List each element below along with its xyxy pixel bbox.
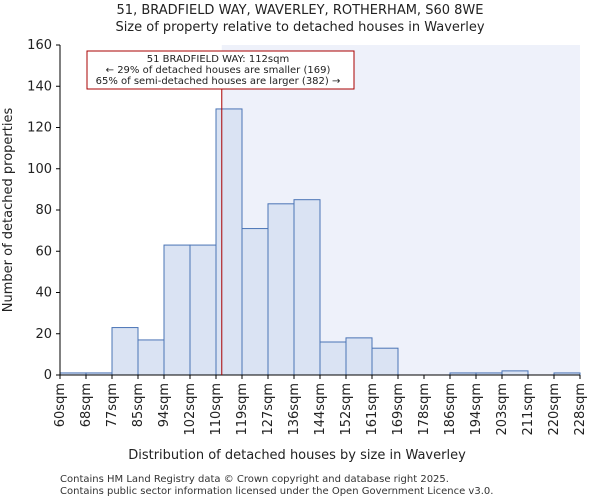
x-tick-label-203sqm: 203sqm [495,383,510,436]
x-tick-label-228sqm: 228sqm [573,383,588,436]
bars-layer [59,108,581,376]
chart-subtitle: Size of property relative to detached ho… [115,20,484,35]
bar-152sqm [345,337,373,376]
bar-110sqm [215,108,243,376]
x-tick-label-60sqm: 60sqm [53,383,68,427]
x-tick-label-136sqm: 136sqm [287,383,302,436]
annotation-line-2: ← 29% of detached houses are smaller (16… [106,65,331,76]
x-tick-label-194sqm: 194sqm [469,383,484,436]
bar-102sqm [189,244,217,376]
annotation-box: 51 BRADFIELD WAY: 112sqm ← 29% of detach… [86,50,355,90]
bar-127sqm [267,203,295,376]
x-tick-label-152sqm: 152sqm [339,383,354,436]
y-tick-label-40: 40 [35,286,52,301]
footer-line-1: Contains HM Land Registry data © Crown c… [60,474,449,485]
y-tick-label-20: 20 [35,327,52,342]
chart-title: 51, BRADFIELD WAY, WAVERLEY, ROTHERHAM, … [117,3,484,18]
x-tick-label-110sqm: 110sqm [209,383,224,436]
y-axis-label: Number of detached properties [1,108,16,313]
y-tick-label-160: 160 [27,38,52,53]
bar-119sqm [241,228,269,376]
bar-161sqm [371,347,399,376]
bar-144sqm [319,341,347,376]
y-tick-label-80: 80 [35,203,52,218]
x-tick-label-68sqm: 68sqm [79,383,94,427]
x-tick-label-77sqm: 77sqm [105,383,120,427]
y-tick-label-0: 0 [44,368,52,383]
annotation-line-1: 51 BRADFIELD WAY: 112sqm [147,54,289,65]
x-tick-label-178sqm: 178sqm [417,383,432,436]
y-tick-label-140: 140 [27,79,52,94]
x-tick-label-169sqm: 169sqm [391,383,406,436]
x-tick-label-161sqm: 161sqm [365,383,380,436]
x-tick-label-211sqm: 211sqm [521,383,536,436]
bar-136sqm [293,199,321,376]
footer-line-2: Contains public sector information licen… [60,486,493,497]
y-tick-label-60: 60 [35,244,52,259]
x-tick-label-85sqm: 85sqm [131,383,146,427]
x-tick-label-186sqm: 186sqm [443,383,458,436]
bar-77sqm [111,327,139,376]
x-tick-label-144sqm: 144sqm [313,383,328,436]
annotation-border [86,50,355,90]
bar-203sqm [501,370,529,376]
x-tick-label-94sqm: 94sqm [157,383,172,427]
annotation-line-3: 65% of semi-detached houses are larger (… [96,76,341,87]
x-ticks: 60sqm 68sqm 77sqm 85sqm 94sqm 102sqm 110sqm 119… [53,375,588,436]
y-tick-label-100: 100 [27,162,52,177]
y-ticks: 0 20 40 60 80 100 120 140 160 [27,38,60,383]
bar-94sqm [163,244,191,376]
x-tick-label-102sqm: 102sqm [183,383,198,436]
x-axis-label: Distribution of detached houses by size … [128,448,466,463]
y-tick-label-120: 120 [27,121,52,136]
x-tick-label-220sqm: 220sqm [547,383,562,436]
x-tick-label-127sqm: 127sqm [261,383,276,436]
x-tick-label-119sqm: 119sqm [235,383,250,436]
bar-85sqm [137,339,165,376]
